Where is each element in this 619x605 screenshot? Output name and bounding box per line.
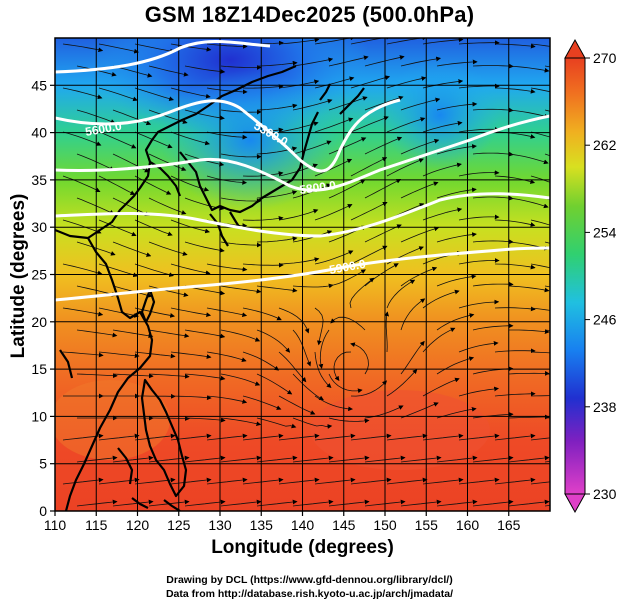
- lat-tick-label: 45: [31, 77, 47, 93]
- streamlines: [62, 38, 550, 507]
- lat-tick-label: 25: [31, 267, 47, 283]
- coastlines: [55, 64, 365, 511]
- colorbar-tick-label: 246: [593, 312, 617, 328]
- temperature-field: 5300.0 5600.0 5800.0 5900.0: [55, 38, 550, 511]
- lon-tick-label: 125: [167, 517, 191, 533]
- axis-ticks: 110 115 120 125 130 135 140 145 150 155 160 165 0 5 10…: [31, 77, 520, 533]
- lon-tick-label: 145: [332, 517, 356, 533]
- colorbar-tick-label: 270: [593, 50, 617, 66]
- colorbar-ticks: 230 238 246 254 262 270: [585, 50, 617, 502]
- lon-tick-label: 160: [456, 517, 480, 533]
- lat-tick-label: 35: [31, 172, 47, 188]
- colorbar-max-arrow: [564, 38, 586, 59]
- lat-tick-label: 10: [31, 408, 47, 424]
- lat-tick-label: 0: [39, 503, 47, 519]
- lat-tick-label: 40: [31, 125, 47, 141]
- credit-dcl: Drawing by DCL (https://www.gfd-dennou.o…: [166, 574, 453, 586]
- geopotential-contours: [55, 40, 550, 302]
- lat-lon-grid: [55, 38, 550, 511]
- colorbar-tick-label: 262: [593, 137, 617, 153]
- contour-label-5600: 5600.0: [84, 119, 123, 139]
- colorbar-tick-label: 238: [593, 399, 617, 415]
- colorbar-min-arrow: [564, 493, 586, 514]
- lat-tick-label: 15: [31, 361, 47, 377]
- contour-label-5900: 5900.0: [328, 257, 367, 277]
- colorbar-tick-label: 230: [593, 486, 617, 502]
- colorbar: 230 238 246 254 262 270: [564, 38, 617, 514]
- lon-tick-label: 140: [291, 517, 315, 533]
- chart-title: GSM 18Z14Dec2025 (500.0hPa): [144, 2, 475, 27]
- lon-tick-label: 135: [250, 517, 274, 533]
- y-axis-label: Latitude (degrees): [8, 193, 29, 359]
- credit-data-source: Data from http://database.rish.kyoto-u.a…: [165, 588, 454, 600]
- lon-tick-label: 165: [497, 517, 521, 533]
- lon-tick-label: 120: [126, 517, 150, 533]
- lon-tick-label: 115: [85, 517, 108, 533]
- colorbar-bar: [564, 57, 586, 495]
- x-axis-label: Longitude (degrees): [211, 537, 394, 558]
- lat-tick-label: 20: [31, 314, 47, 330]
- lon-tick-label: 110: [44, 517, 67, 533]
- contour-label-5800: 5800.0: [298, 178, 337, 197]
- lon-tick-label: 150: [373, 517, 397, 533]
- lon-tick-label: 130: [208, 517, 232, 533]
- colorbar-tick-label: 254: [593, 224, 617, 240]
- lat-tick-label: 30: [31, 219, 47, 235]
- lon-tick-label: 155: [415, 517, 439, 533]
- lat-tick-label: 5: [39, 456, 47, 472]
